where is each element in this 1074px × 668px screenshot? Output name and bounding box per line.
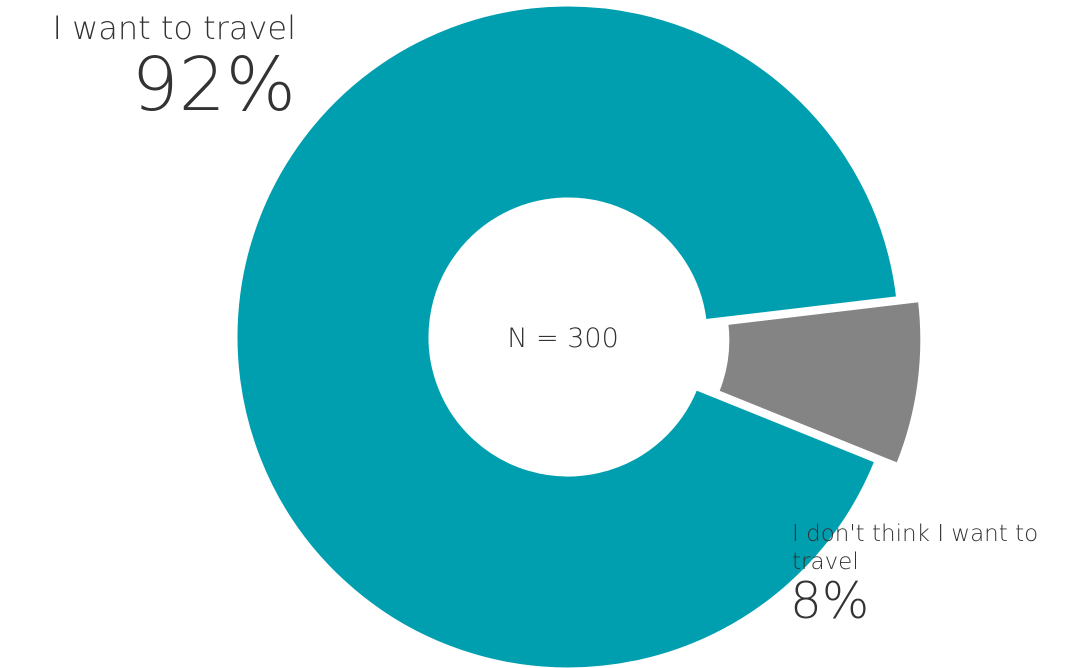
slice-label-dont-want-to-travel: I don't think I want to travel [792,521,1039,575]
slice-value-dont-want-to-travel: 8% [790,572,870,630]
donut-slice-want-to-travel [234,3,900,668]
slice-label-want-to-travel: I want to travel [52,9,296,47]
sample-size-label: N = 300 [507,323,619,354]
slice-value-want-to-travel: 92% [131,42,296,128]
donut-slice-dont-want-to-travel [715,298,924,467]
